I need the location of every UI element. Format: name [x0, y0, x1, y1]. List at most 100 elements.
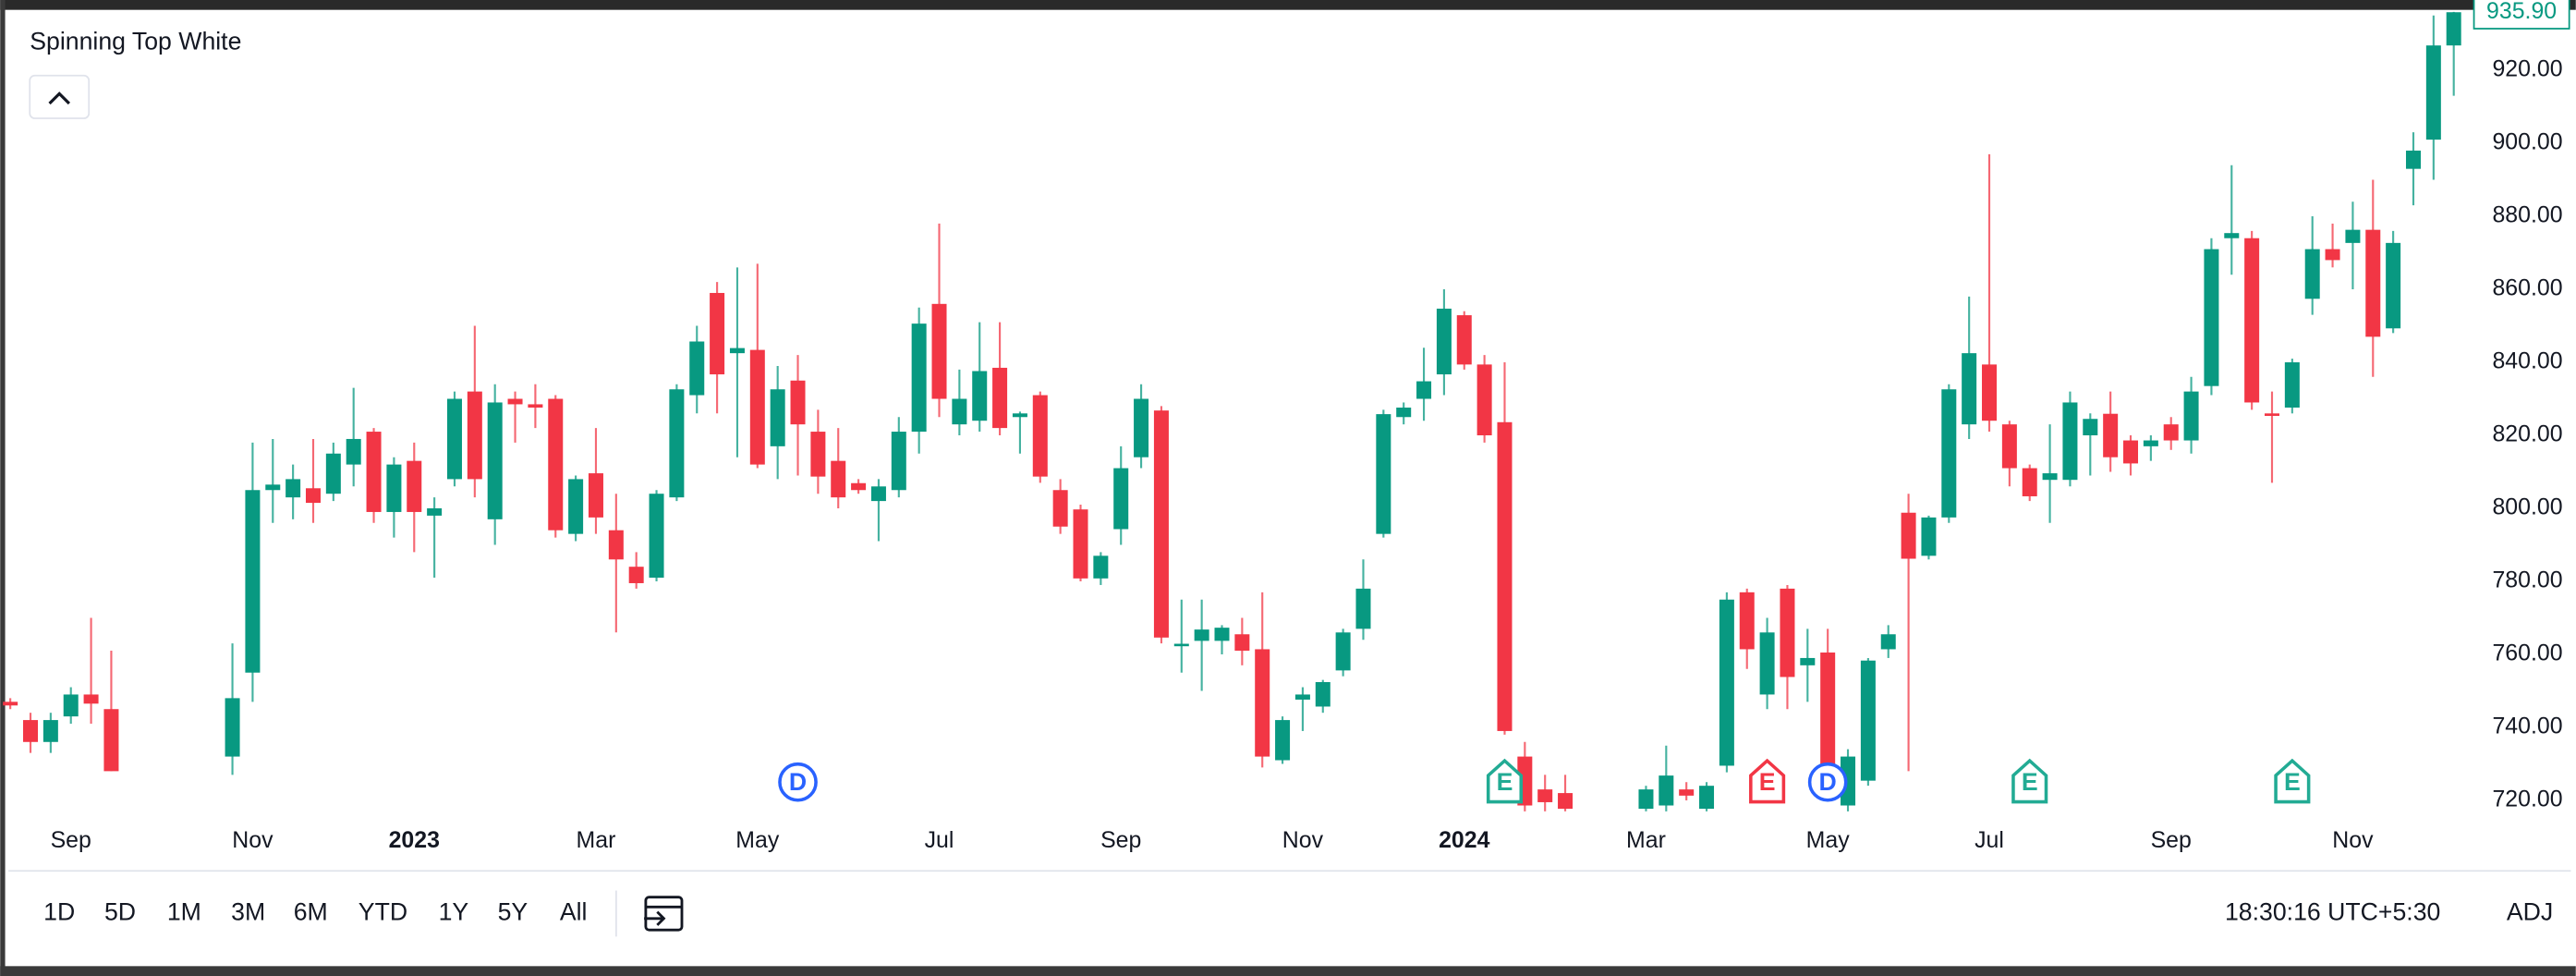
candle-body [2405, 150, 2421, 169]
candle-body [2244, 238, 2260, 403]
candle-body [2365, 229, 2381, 337]
candle-body [710, 292, 725, 375]
candle-body [2163, 424, 2179, 441]
candle-body [1982, 364, 1998, 421]
event-marker[interactable]: E [2011, 758, 2048, 804]
candle-body [467, 391, 482, 480]
adjust-button[interactable]: ADJ [2507, 897, 2553, 925]
candle-body [2062, 402, 2078, 481]
candle-body [649, 494, 664, 579]
x-tick-label: May [1806, 827, 1851, 853]
candle-body [1173, 643, 1189, 647]
x-tick-label: Nov [2332, 827, 2374, 853]
candle-body [992, 367, 1008, 429]
candle-body [2001, 424, 2017, 469]
y-tick-label: 740.00 [2492, 714, 2562, 739]
candle-body [83, 694, 99, 704]
range-button[interactable]: 1M [167, 897, 201, 925]
candle-body [851, 482, 867, 491]
candle-body [366, 432, 382, 512]
candle-body [628, 567, 644, 583]
candle-body [346, 438, 361, 465]
y-tick-label: 920.00 [2492, 56, 2562, 82]
event-marker[interactable]: D [1807, 762, 1848, 802]
candle-body [1820, 653, 1836, 773]
y-tick-label: 880.00 [2492, 202, 2562, 228]
candle-body [1436, 308, 1452, 375]
event-shape [2011, 758, 2048, 804]
candle-body [972, 371, 988, 421]
event-marker[interactable]: D [778, 762, 818, 802]
range-button[interactable]: YTD [358, 897, 407, 925]
candle-body [407, 460, 422, 512]
candle-body [2224, 233, 2240, 238]
candle-body [568, 479, 584, 534]
collapse-icon [48, 92, 71, 105]
range-button[interactable]: 6M [294, 897, 328, 925]
x-tick-label: Jul [925, 827, 954, 853]
candle-body [1032, 395, 1048, 477]
event-label: D [789, 768, 807, 796]
candle-body [1558, 793, 1574, 810]
event-shape [1749, 758, 1786, 804]
candle-body [2204, 249, 2219, 386]
candle-body [870, 486, 886, 502]
collapse-button[interactable] [29, 74, 91, 119]
y-tick-label: 720.00 [2492, 787, 2562, 812]
candle-body [1841, 756, 1856, 806]
x-tick-label: May [735, 827, 780, 853]
candle-body [2386, 242, 2401, 329]
event-label: E [1759, 768, 1776, 796]
range-button[interactable]: 5D [104, 897, 136, 925]
candle-body [1456, 315, 1472, 365]
candle-body [952, 398, 967, 425]
icon-arrow [644, 910, 666, 926]
candle-body [831, 460, 846, 498]
candle-body [1941, 389, 1957, 518]
candle-body [1537, 789, 1553, 802]
candle-body [1638, 789, 1654, 810]
candle-body [790, 380, 806, 425]
chart-title: Spinning Top White [30, 27, 241, 55]
candle-body [810, 432, 826, 477]
candle-body [1860, 660, 1876, 781]
plot-area [3, 11, 2461, 811]
x-tick-label: Nov [1282, 827, 1324, 853]
candle-body [2284, 362, 2300, 408]
range-button[interactable]: 1D [43, 897, 75, 925]
x-tick-label: 2024 [1439, 827, 1490, 853]
event-marker[interactable]: E [2274, 758, 2311, 804]
candle-body [3, 702, 18, 706]
candle-body [548, 398, 564, 531]
candle-body [1800, 657, 1816, 665]
candle-body [2022, 468, 2037, 496]
candle-body [43, 720, 58, 742]
candle-body [1921, 517, 1937, 556]
candle-body [689, 341, 705, 396]
date-range-icon[interactable] [644, 896, 684, 932]
event-marker[interactable]: E [1749, 758, 1786, 804]
candle-body [770, 389, 785, 446]
candle-body [588, 473, 603, 518]
candle-body [325, 453, 341, 494]
range-button[interactable]: All [560, 897, 588, 925]
range-button[interactable]: 3M [231, 897, 265, 925]
candle-body [1093, 555, 1109, 579]
event-label: D [1819, 768, 1837, 796]
candle-body [911, 323, 927, 433]
last-price-label: 935.90 [2486, 0, 2557, 24]
candle-body [1234, 634, 1250, 652]
candle-body [1294, 694, 1310, 700]
candle-body [931, 303, 947, 399]
candle-body [891, 432, 906, 491]
candle-body [2103, 413, 2119, 458]
candle-body [2123, 440, 2139, 464]
candle-body [305, 488, 321, 504]
candle-body [1739, 592, 1755, 650]
range-button[interactable]: 1Y [439, 897, 469, 925]
event-marker[interactable]: E [1486, 758, 1524, 804]
y-tick-label: 780.00 [2492, 567, 2562, 593]
candle-body [1012, 413, 1027, 418]
y-tick-label: 760.00 [2492, 640, 2562, 666]
range-button[interactable]: 5Y [498, 897, 529, 925]
